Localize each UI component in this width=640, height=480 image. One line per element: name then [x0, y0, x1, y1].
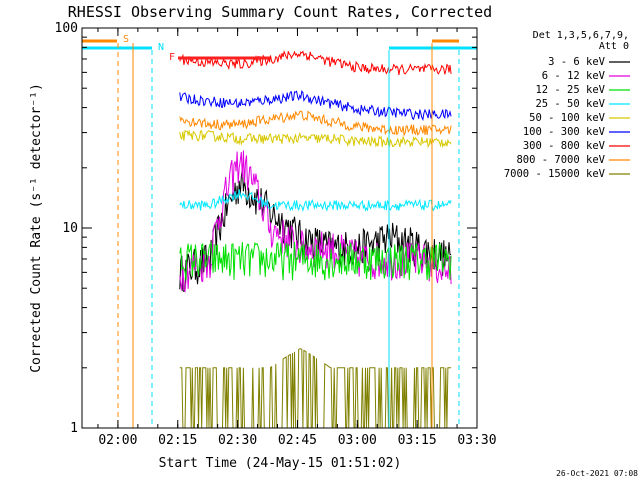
legend-label: 50 - 100 keV	[529, 112, 606, 124]
marker-f: F	[169, 52, 175, 63]
series-line	[179, 189, 452, 213]
y-tick-label: 100	[55, 21, 78, 36]
y-tick-label: 10	[62, 221, 78, 236]
series-line	[179, 50, 452, 75]
markers-layer: S NF	[123, 34, 175, 63]
series-line	[179, 150, 452, 294]
instrument-state-bars	[82, 39, 477, 428]
x-tick-label: 03:15	[398, 433, 437, 448]
timestamp: 26-Oct-2021 07:08	[556, 469, 638, 478]
series-line	[179, 241, 452, 281]
series-line	[179, 89, 452, 122]
legend-label: 7000 - 15000 keV	[504, 168, 606, 180]
legend-header: Det 1,3,5,6,7,9,Att 0	[533, 30, 629, 52]
x-tick-label: 02:00	[98, 433, 137, 448]
marker-s: S	[123, 34, 129, 45]
y-tick-label: 1	[70, 421, 78, 436]
legend-label: 300 - 800 keV	[523, 140, 606, 152]
chart-title: RHESSI Observing Summary Count Rates, Co…	[68, 3, 492, 21]
legend-label: 12 - 25 keV	[535, 84, 605, 96]
series-layer	[179, 50, 452, 429]
legend-header-line: Det 1,3,5,6,7,9,	[533, 30, 629, 41]
x-tick-label: 03:30	[457, 433, 496, 448]
y-axis-label: Corrected Count Rate (s⁻¹ detector⁻¹)	[29, 83, 44, 373]
x-tick-label: 02:45	[278, 433, 317, 448]
legend-label: 25 - 50 keV	[535, 98, 605, 110]
marker-n: N	[158, 42, 164, 53]
series-line	[179, 348, 452, 429]
legend-label: 100 - 300 keV	[523, 126, 606, 138]
x-axis-label: Start Time (24-May-15 01:51:02)	[159, 456, 402, 471]
series-line	[179, 129, 452, 149]
series-line	[179, 110, 452, 137]
legend-label: 3 - 6 keV	[548, 56, 606, 68]
legend-label: 800 - 7000 keV	[516, 154, 605, 166]
axes-layer: 02:00 02:15 02:30 02:45 03:00 03:15 03:30 1 10 10…	[55, 21, 497, 448]
legend-header-line: Att 0	[599, 41, 629, 52]
x-tick-label: 02:30	[218, 433, 257, 448]
legend-label: 6 - 12 keV	[542, 70, 606, 82]
legend: 3 - 6 keV 6 - 12 keV 12 - 25 keV 25 - 50 ke…	[504, 56, 630, 180]
series-line	[179, 168, 452, 293]
x-tick-label: 02:15	[158, 433, 197, 448]
x-tick-label: 03:00	[338, 433, 377, 448]
